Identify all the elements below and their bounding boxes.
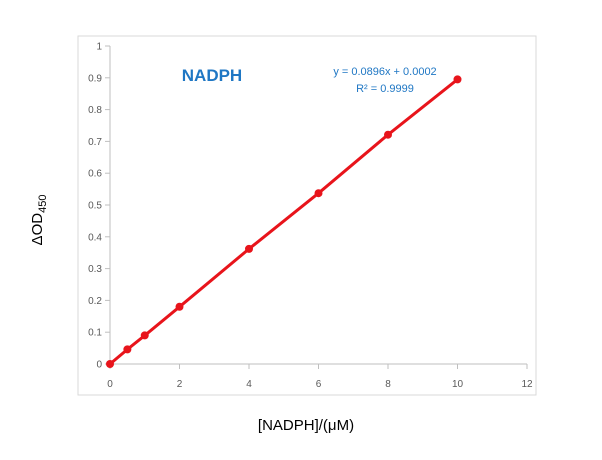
x-ticks: 0 2 4 6 8 10 12: [107, 364, 533, 390]
data-point: [140, 331, 149, 340]
x-tick-label: 2: [177, 379, 183, 390]
y-tick-label: 0.2: [88, 296, 102, 307]
y-axis-label: ΔOD450: [29, 195, 49, 246]
y-tick-label: 0: [96, 360, 102, 371]
data-point: [314, 189, 323, 198]
y-axis-label-group: ΔOD450: [29, 195, 49, 246]
y-tick-label: 0.5: [88, 201, 102, 212]
data-point: [175, 302, 184, 311]
y-tick-label: 0.1: [88, 328, 102, 339]
y-ticks: 0 0.1 0.2 0.3 0.4 0.5 0.6 0.7 0.8 0.9 1: [88, 42, 110, 371]
data-point: [245, 244, 253, 253]
y-tick-label: 0.7: [88, 137, 102, 148]
trendline-equation: y = 0.0896x + 0.0002: [333, 66, 436, 78]
trendline-r-squared: R² = 0.9999: [356, 83, 414, 95]
y-axis-label-main: ΔOD: [29, 213, 46, 246]
x-tick-label: 0: [107, 379, 113, 390]
series-layer: [106, 75, 462, 368]
axes: [109, 46, 527, 365]
y-tick-label: 0.9: [88, 73, 102, 84]
y-axis-label-subscript: 450: [37, 195, 49, 213]
x-tick-label: 10: [452, 379, 464, 390]
data-point: [453, 75, 462, 84]
series-line: [109, 78, 459, 366]
x-tick-label: 12: [521, 379, 533, 390]
y-tick-label: 0.6: [88, 169, 102, 180]
y-tick-label: 0.4: [88, 232, 102, 243]
x-tick-label: 4: [246, 379, 252, 390]
x-tick-label: 8: [385, 379, 391, 390]
chart-title: NADPH: [182, 66, 242, 85]
data-point: [384, 130, 392, 139]
data-point: [123, 345, 132, 354]
x-tick-label: 6: [316, 379, 322, 390]
y-tick-label: 0.8: [88, 105, 102, 116]
y-tick-label: 1: [96, 42, 102, 53]
y-tick-label: 0.3: [88, 264, 102, 275]
plot-frame: [77, 35, 537, 396]
x-axis-label: [NADPH]/(μM): [258, 417, 354, 434]
data-point: [106, 360, 114, 368]
